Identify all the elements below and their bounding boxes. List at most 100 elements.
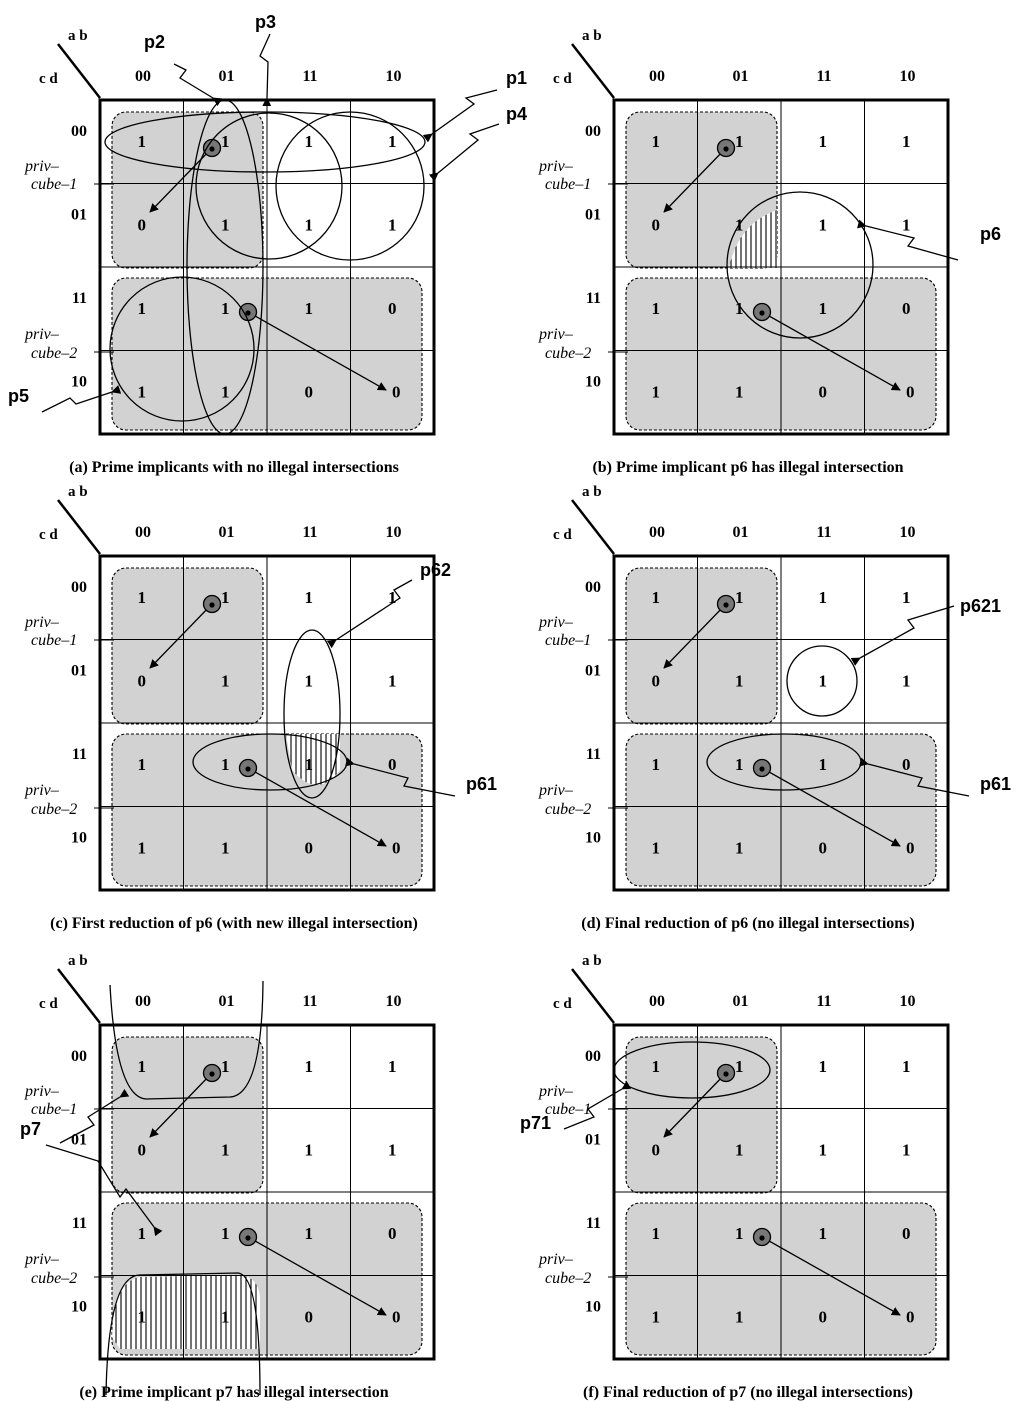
kmap-cell-value: 1 xyxy=(902,132,911,151)
implicant-p6 xyxy=(726,191,874,339)
column-header: 01 xyxy=(733,524,749,541)
implicant-p62 xyxy=(283,629,341,799)
row-header: 10 xyxy=(585,1299,601,1316)
corner-diagonal xyxy=(57,43,101,99)
kmap-panel-e: a bc d 0000010111111010priv–cube–1priv–cu… xyxy=(20,953,436,1401)
panel-caption: (b) Prime implicant p6 has illegal inter… xyxy=(592,459,903,476)
kmap-cell-value: 1 xyxy=(652,132,661,151)
kmap-cell-value: 1 xyxy=(735,1057,744,1076)
kmap-cell-value: 1 xyxy=(819,672,828,691)
implicant-p4 xyxy=(275,111,425,261)
priv-cube-label: cube–1 xyxy=(545,632,591,649)
kmap-cell-value: 1 xyxy=(735,672,744,691)
priv-cube-label: cube–1 xyxy=(31,632,77,649)
kmap-cell-value: 1 xyxy=(221,672,230,691)
implicant-p71 xyxy=(613,1041,771,1099)
row-header: 10 xyxy=(71,1299,87,1316)
kmap-cell-value: 1 xyxy=(138,1308,147,1327)
kmap-panel-d: a bc d 0000010111111010priv–cube–1priv–cu… xyxy=(538,484,1011,932)
kmap-cell-value: 1 xyxy=(305,1224,314,1243)
row-header: 00 xyxy=(71,123,87,140)
column-header: 11 xyxy=(816,993,831,1010)
kmap-cell-value: 1 xyxy=(305,755,314,774)
leader-p4 xyxy=(428,123,500,182)
illegal-intersection-hatch xyxy=(112,1275,260,1349)
axis-label-cd: c d xyxy=(39,71,58,87)
kmap-cell-value: 0 xyxy=(819,1308,828,1327)
priv-cube-label: cube–2 xyxy=(31,345,77,362)
column-header: 11 xyxy=(302,68,317,85)
implicant-p621 xyxy=(786,645,858,717)
kmap-cell-value: 0 xyxy=(906,383,915,402)
kmap-cell-value: 0 xyxy=(652,672,661,691)
kmap-cell-value: 1 xyxy=(902,672,911,691)
kmap-cell-value: 0 xyxy=(902,1224,911,1243)
leader-p61 xyxy=(859,757,970,797)
label-p71: p71 xyxy=(520,1113,551,1133)
priv-cube-label: priv– xyxy=(538,1083,574,1100)
arrow-priv-cube-1 xyxy=(663,147,727,213)
row-header: 10 xyxy=(585,830,601,847)
private-cube-dot-center xyxy=(209,146,215,152)
arrow-priv-cube-1 xyxy=(663,603,727,669)
axis-label-ab: a b xyxy=(582,953,602,969)
leader-p62 xyxy=(326,579,413,649)
kmap-cell-value: 1 xyxy=(221,1141,230,1160)
priv-cube-label: cube–2 xyxy=(31,1270,77,1287)
axis-label-cd: c d xyxy=(39,996,58,1012)
corner-diagonal xyxy=(571,968,615,1024)
kmap-cell-value: 0 xyxy=(906,1308,915,1327)
kmap-panel-f: a bc d 0000010111111010priv–cube–1priv–cu… xyxy=(520,953,950,1401)
kmap-cell-value: 1 xyxy=(735,132,744,151)
kmap-cell-value: 1 xyxy=(138,839,147,858)
column-header: 01 xyxy=(219,68,235,85)
kmap-cell-value: 1 xyxy=(305,588,314,607)
arrow-priv-cube-1 xyxy=(149,1072,213,1138)
priv-cube-1-region xyxy=(111,567,264,725)
arrow-priv-cube-2 xyxy=(761,767,901,847)
kmap-cell-value: 1 xyxy=(221,216,230,235)
private-cube-dot-center xyxy=(759,1235,765,1241)
priv-cube-label: cube–2 xyxy=(31,801,77,818)
kmap-cell-value: 1 xyxy=(388,216,397,235)
arrow-priv-cube-2 xyxy=(247,767,387,847)
kmap-cell-value: 0 xyxy=(392,1308,401,1327)
kmap-cell-value: 1 xyxy=(735,755,744,774)
kmap-cell-value: 0 xyxy=(902,755,911,774)
priv-cube-label: cube–2 xyxy=(545,801,591,818)
label-p62: p62 xyxy=(420,560,451,580)
priv-cube-1-region xyxy=(625,1036,778,1194)
private-cube-dot-center xyxy=(209,602,215,608)
kmap-cell-value: 0 xyxy=(388,1224,397,1243)
kmap-cell-value: 1 xyxy=(819,1224,828,1243)
arrow-priv-cube-2 xyxy=(761,1236,901,1316)
leader-p7-bottom xyxy=(45,1144,163,1237)
axis-label-cd: c d xyxy=(553,527,572,543)
kmap-cell-value: 1 xyxy=(221,755,230,774)
kmap-cell-value: 1 xyxy=(305,1057,314,1076)
kmap-cell-value: 0 xyxy=(906,839,915,858)
kmap-cell-value: 1 xyxy=(652,383,661,402)
priv-cube-1-region xyxy=(625,567,778,725)
leader-p621 xyxy=(850,605,955,666)
row-header: 11 xyxy=(72,290,87,307)
kmap-cell-value: 1 xyxy=(652,1308,661,1327)
priv-cube-label: priv– xyxy=(24,782,60,799)
private-cube-dot-center xyxy=(245,1235,251,1241)
implicant-p7-top xyxy=(109,980,264,1100)
kmap-cell-value: 1 xyxy=(388,672,397,691)
private-cube-dot-center xyxy=(723,602,729,608)
corner-diagonal xyxy=(57,968,101,1024)
kmap-cell-value: 1 xyxy=(138,755,147,774)
axis-label-ab: a b xyxy=(582,484,602,500)
kmap-cell-value: 1 xyxy=(221,1308,230,1327)
kmap-cell-value: 1 xyxy=(819,299,828,318)
kmap-cell-value: 1 xyxy=(819,216,828,235)
row-header: 11 xyxy=(586,1215,601,1232)
private-cube-dot-center xyxy=(245,310,251,316)
priv-cube-label: priv– xyxy=(538,1251,574,1268)
column-header: 10 xyxy=(900,993,916,1010)
column-header: 00 xyxy=(649,524,665,541)
column-header: 11 xyxy=(302,993,317,1010)
